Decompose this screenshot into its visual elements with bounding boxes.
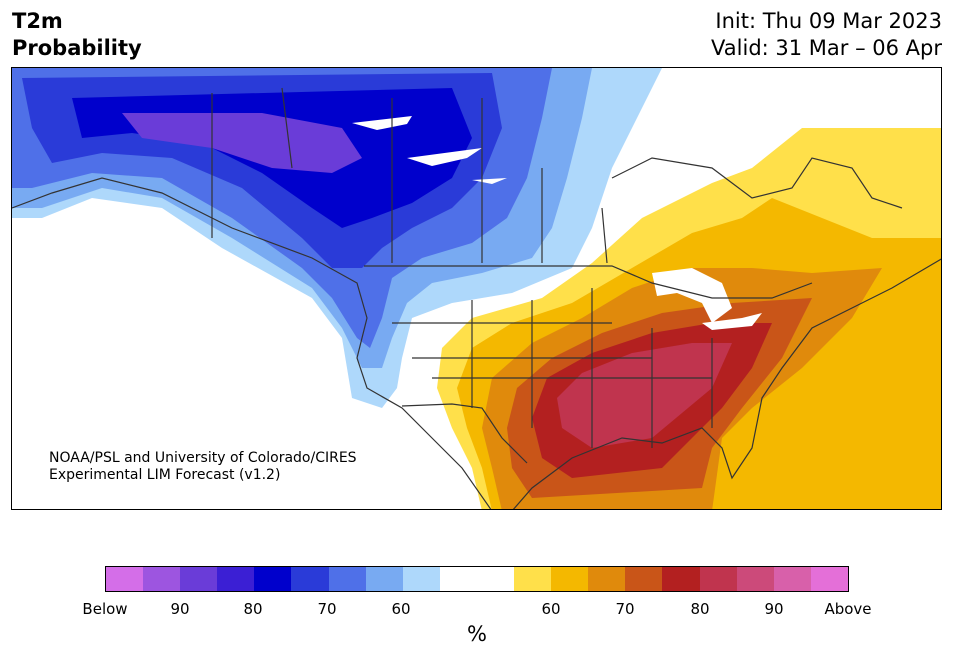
valid-range: Valid: 31 Mar – 06 Apr bbox=[711, 36, 942, 60]
colorbar-tick-label: 80 bbox=[690, 600, 710, 618]
colorbar-segment bbox=[588, 567, 626, 591]
canada-provinces bbox=[211, 87, 608, 264]
us-canada-border bbox=[364, 265, 813, 299]
colorbar-segment bbox=[662, 567, 700, 591]
hudson-bay-coast bbox=[611, 157, 903, 209]
colorbar-segment bbox=[736, 567, 774, 591]
above-85-band bbox=[557, 343, 732, 448]
colorbar-segment bbox=[476, 567, 515, 591]
map-canvas bbox=[12, 68, 941, 509]
credit-line-2: Experimental LIM Forecast (v1.2) bbox=[49, 467, 281, 483]
lake-athabasca bbox=[472, 178, 507, 184]
colorbar-segment bbox=[180, 567, 218, 591]
colorbar-segment bbox=[773, 567, 811, 591]
great-slave-lake bbox=[407, 148, 482, 166]
lake-erie bbox=[702, 313, 762, 330]
colorbar-tick-label: 90 bbox=[170, 600, 190, 618]
colorbar-tick-label: Below bbox=[82, 600, 128, 618]
colorbar-segment bbox=[625, 567, 663, 591]
great-bear-lake bbox=[352, 116, 412, 130]
colorbar-segment bbox=[217, 567, 255, 591]
date-info: Init: Thu 09 Mar 2023 Valid: 31 Mar – 06… bbox=[711, 8, 942, 62]
colorbar-tick-label: Above bbox=[824, 600, 872, 618]
colorbar-segment bbox=[328, 567, 366, 591]
probability-map bbox=[11, 67, 942, 510]
lakes bbox=[352, 116, 762, 330]
colorbar-segment bbox=[514, 567, 552, 591]
great-lakes bbox=[652, 268, 732, 323]
pacific-coastline bbox=[12, 177, 492, 509]
colorbar-tick-label: 70 bbox=[317, 600, 337, 618]
colorbar-segment bbox=[106, 567, 144, 591]
colorbar-tick-label: 90 bbox=[764, 600, 784, 618]
credit-line-1: NOAA/PSL and University of Colorado/CIRE… bbox=[49, 450, 357, 466]
init-date: Init: Thu 09 Mar 2023 bbox=[715, 9, 942, 33]
colorbar-segment bbox=[143, 567, 181, 591]
colorbar-segment bbox=[699, 567, 737, 591]
colorbar-segment bbox=[291, 567, 329, 591]
colorbar-segment bbox=[551, 567, 589, 591]
us-mexico-border bbox=[401, 403, 528, 464]
colorbar-segment bbox=[365, 567, 403, 591]
borders bbox=[12, 87, 941, 509]
credit-text: NOAA/PSL and University of Colorado/CIRE… bbox=[49, 450, 357, 484]
colorbar-segment bbox=[402, 567, 440, 591]
variable-label: T2m bbox=[12, 9, 63, 33]
colorbar-unit: % bbox=[467, 622, 487, 646]
colorbar-segment bbox=[254, 567, 292, 591]
product-label: Probability bbox=[12, 36, 142, 60]
map-title: T2m Probability bbox=[12, 8, 142, 62]
colorbar-tick-label: 80 bbox=[243, 600, 263, 618]
colorbar-tick-label: 70 bbox=[615, 600, 635, 618]
colorbar bbox=[105, 566, 849, 592]
colorbar-tick-label: 60 bbox=[541, 600, 561, 618]
state-lines bbox=[392, 288, 713, 448]
colorbar-segment bbox=[810, 567, 848, 591]
gulf-coastline bbox=[512, 258, 941, 509]
colorbar-segment bbox=[439, 567, 477, 591]
colorbar-tick-label: 60 bbox=[391, 600, 411, 618]
below-90-band bbox=[122, 113, 362, 173]
